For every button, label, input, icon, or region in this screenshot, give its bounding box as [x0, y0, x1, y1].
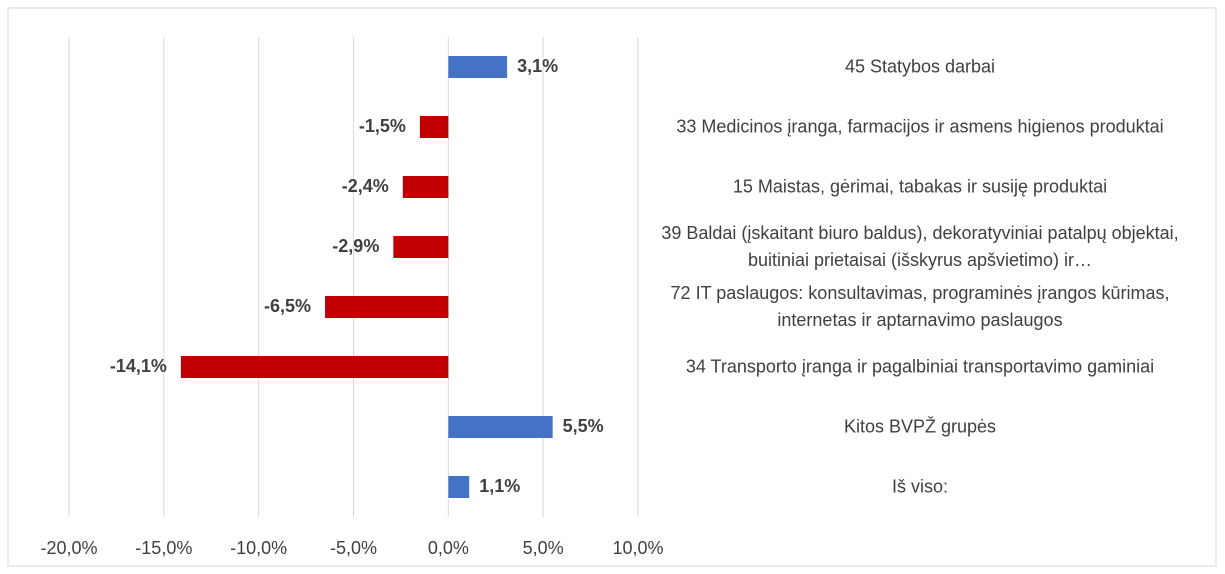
- data-label: -2,9%: [332, 236, 379, 256]
- bar: [448, 476, 470, 498]
- x-tick-label: 5,0%: [523, 538, 564, 558]
- bar: [180, 356, 449, 378]
- x-tick-label: -20,0%: [40, 538, 97, 558]
- x-tick-label: 0,0%: [428, 538, 469, 558]
- x-tick-label: -5,0%: [330, 538, 377, 558]
- bar: [448, 416, 553, 438]
- category-label: 45 Statybos darbai: [844, 56, 996, 77]
- x-tick-label: -10,0%: [230, 538, 287, 558]
- category-label: 39 Baldai (įskaitant biuro baldus), deko…: [661, 223, 1179, 270]
- data-label: -6,5%: [264, 296, 311, 316]
- data-label: 3,1%: [517, 56, 558, 76]
- category-label: 33 Medicinos įranga, farmacijos ir asmen…: [676, 116, 1164, 137]
- category-label: Iš viso:: [891, 476, 948, 497]
- category-label: Kitos BVPŽ grupės: [843, 416, 997, 437]
- data-label: -1,5%: [359, 116, 406, 136]
- data-label: -2,4%: [342, 176, 389, 196]
- bar: [419, 116, 449, 138]
- x-tick-label: 10,0%: [612, 538, 663, 558]
- category-label: 72 IT paslaugos: konsultavimas, programi…: [670, 283, 1170, 330]
- bar: [402, 176, 449, 198]
- x-tick-label: -15,0%: [135, 538, 192, 558]
- category-label: 34 Transporto įranga ir pagalbiniai tran…: [685, 356, 1155, 377]
- data-label: -14,1%: [110, 356, 167, 376]
- bar: [448, 56, 508, 78]
- category-label: 15 Maistas, gėrimai, tabakas ir susiję p…: [732, 176, 1108, 197]
- data-label: 1,1%: [479, 476, 520, 496]
- chart-border: [7, 7, 1217, 567]
- data-label: 5,5%: [563, 416, 604, 436]
- bar: [325, 296, 449, 318]
- bar: [393, 236, 449, 258]
